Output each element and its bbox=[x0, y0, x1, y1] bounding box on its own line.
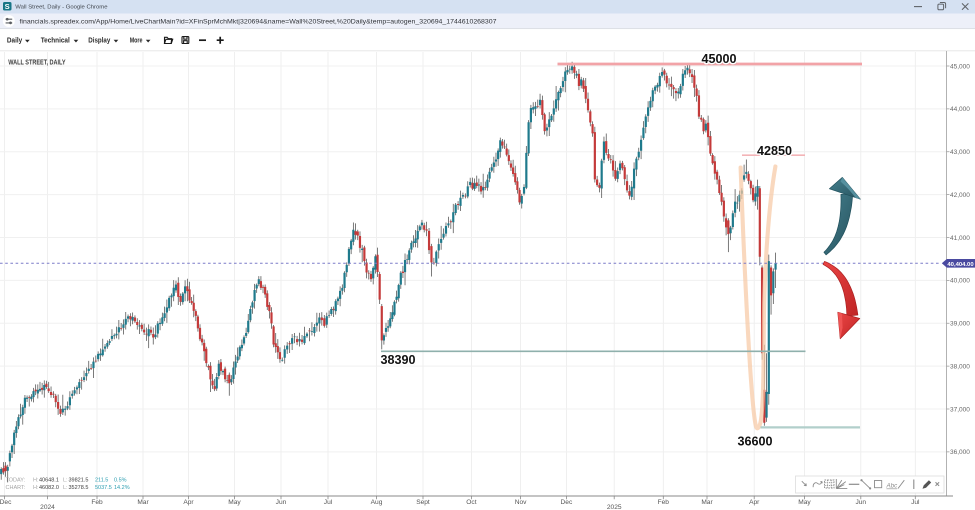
svg-text:14.2%: 14.2% bbox=[114, 485, 130, 491]
svg-text:More: More bbox=[130, 38, 143, 45]
svg-text:Jul: Jul bbox=[911, 499, 920, 506]
svg-text:Jun: Jun bbox=[276, 499, 287, 506]
svg-text:Dec: Dec bbox=[0, 499, 12, 506]
svg-text:TODAY:: TODAY: bbox=[6, 477, 26, 483]
svg-text:May: May bbox=[228, 499, 241, 506]
svg-text:40,404.00: 40,404.00 bbox=[947, 262, 974, 268]
svg-text:Aug: Aug bbox=[371, 499, 383, 506]
svg-text:May: May bbox=[798, 499, 811, 506]
svg-text:2025: 2025 bbox=[607, 504, 622, 510]
svg-text:37,000: 37,000 bbox=[950, 406, 970, 413]
svg-text:36600: 36600 bbox=[738, 436, 773, 450]
svg-text:39,000: 39,000 bbox=[950, 321, 970, 328]
svg-text:Oct: Oct bbox=[466, 499, 476, 506]
svg-text:44,000: 44,000 bbox=[950, 106, 970, 113]
svg-text:40,000: 40,000 bbox=[950, 278, 970, 285]
svg-text:L:: L: bbox=[63, 477, 68, 483]
svg-text:211.5: 211.5 bbox=[95, 477, 108, 483]
svg-text:38390: 38390 bbox=[381, 354, 416, 368]
svg-text:Abc: Abc bbox=[886, 483, 899, 490]
svg-text:36,000: 36,000 bbox=[950, 449, 970, 456]
svg-text:39821.5: 39821.5 bbox=[69, 477, 89, 483]
svg-text:46082.0: 46082.0 bbox=[39, 485, 59, 491]
svg-text:40648.1: 40648.1 bbox=[39, 477, 59, 483]
svg-text:38390: 38390 bbox=[380, 353, 415, 367]
svg-text:45,000: 45,000 bbox=[950, 63, 970, 70]
svg-text:45000: 45000 bbox=[702, 53, 737, 67]
svg-text:Mar: Mar bbox=[701, 499, 713, 506]
svg-text:45000: 45000 bbox=[701, 52, 736, 66]
svg-text:Apr: Apr bbox=[183, 499, 194, 506]
svg-text:Jul: Jul bbox=[324, 499, 333, 506]
svg-text:H:: H: bbox=[33, 477, 39, 483]
svg-text:2024: 2024 bbox=[40, 504, 55, 510]
svg-text:CHART:: CHART: bbox=[6, 485, 26, 491]
svg-text:42850: 42850 bbox=[758, 145, 793, 159]
svg-text:Dec: Dec bbox=[561, 499, 573, 506]
svg-text:S: S bbox=[5, 2, 10, 11]
svg-text:43,000: 43,000 bbox=[950, 149, 970, 156]
svg-text:Display: Display bbox=[88, 38, 110, 45]
svg-text:38,000: 38,000 bbox=[950, 363, 970, 370]
svg-text:Apr: Apr bbox=[749, 499, 760, 506]
svg-text:Wall Street, Daily - Google Ch: Wall Street, Daily - Google Chrome bbox=[15, 5, 107, 11]
svg-text:42850: 42850 bbox=[757, 144, 792, 158]
svg-text:Technical: Technical bbox=[41, 38, 70, 45]
svg-text:Mar: Mar bbox=[137, 499, 149, 506]
svg-text:35278.5: 35278.5 bbox=[69, 485, 89, 491]
svg-text:41,000: 41,000 bbox=[950, 235, 970, 242]
svg-text:H:: H: bbox=[33, 485, 39, 491]
svg-text:36600: 36600 bbox=[737, 434, 772, 448]
svg-text:Feb: Feb bbox=[658, 499, 670, 506]
svg-text:financials.spreadex.com/App/Ho: financials.spreadex.com/App/Home/LiveCha… bbox=[20, 18, 497, 25]
svg-text:WALL STREET, DAILY: WALL STREET, DAILY bbox=[8, 60, 66, 67]
svg-text:Jun: Jun bbox=[855, 499, 866, 506]
svg-text:Daily: Daily bbox=[7, 38, 22, 45]
svg-text:Feb: Feb bbox=[91, 499, 103, 506]
svg-text:5037.5: 5037.5 bbox=[95, 485, 112, 491]
svg-text:0.5%: 0.5% bbox=[114, 477, 127, 483]
svg-text:Sept: Sept bbox=[416, 499, 430, 506]
svg-text:Nov: Nov bbox=[515, 499, 527, 506]
svg-text:L:: L: bbox=[63, 485, 68, 491]
svg-text:42,000: 42,000 bbox=[950, 192, 970, 199]
